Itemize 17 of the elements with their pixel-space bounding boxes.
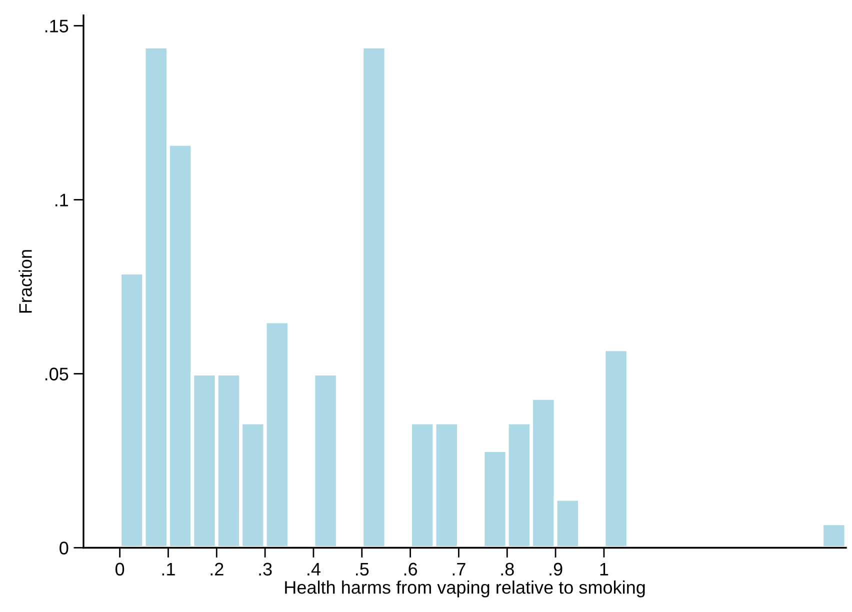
x-tick-label: 1 — [600, 562, 608, 576]
y-tick-label: .05 — [45, 368, 68, 380]
y-tick-label: .15 — [45, 20, 68, 32]
x-tick-label: .7 — [452, 562, 466, 576]
y-tick-label: 0 — [60, 542, 68, 554]
x-tick-label: .2 — [210, 562, 224, 576]
x-tick-label: .3 — [259, 562, 272, 576]
x-tick-label: .4 — [308, 562, 320, 576]
x-tick-label: 0 — [115, 562, 124, 576]
x-tick-label: .9 — [550, 562, 562, 576]
x-tick-label: .8 — [501, 562, 514, 576]
y-axis-title: Fraction — [18, 250, 32, 313]
x-axis-title: Health harms from vaping relative to smoking — [285, 580, 645, 598]
x-tick-label: .6 — [404, 562, 418, 576]
x-tick-label: .1 — [162, 562, 175, 576]
y-tick-label: .1 — [56, 194, 68, 206]
x-tick-label: .5 — [356, 562, 369, 576]
